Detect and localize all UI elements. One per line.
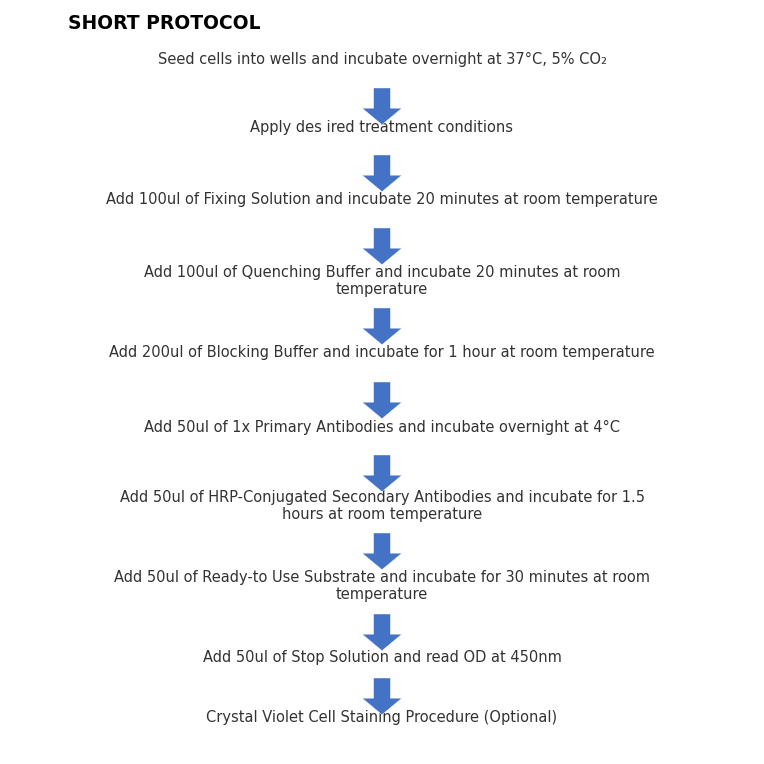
Text: Add 50ul of Ready-to Use Substrate and incubate for 30 minutes at room
temperatu: Add 50ul of Ready-to Use Substrate and i… bbox=[114, 570, 650, 602]
Text: Add 50ul of Stop Solution and read OD at 450nm: Add 50ul of Stop Solution and read OD at… bbox=[202, 650, 562, 665]
Polygon shape bbox=[362, 308, 402, 345]
Text: Add 200ul of Blocking Buffer and incubate for 1 hour at room temperature: Add 200ul of Blocking Buffer and incubat… bbox=[109, 345, 655, 360]
Polygon shape bbox=[362, 678, 402, 714]
Polygon shape bbox=[362, 614, 402, 651]
Text: Add 100ul of Fixing Solution and incubate 20 minutes at room temperature: Add 100ul of Fixing Solution and incubat… bbox=[106, 192, 658, 207]
Polygon shape bbox=[362, 382, 402, 419]
Polygon shape bbox=[362, 88, 402, 125]
Text: SHORT PROTOCOL: SHORT PROTOCOL bbox=[68, 14, 261, 33]
Polygon shape bbox=[362, 228, 402, 264]
Polygon shape bbox=[362, 155, 402, 192]
Text: Add 50ul of 1x Primary Antibodies and incubate overnight at 4°C: Add 50ul of 1x Primary Antibodies and in… bbox=[144, 420, 620, 435]
Text: Add 50ul of HRP-Conjugated Secondary Antibodies and incubate for 1.5
hours at ro: Add 50ul of HRP-Conjugated Secondary Ant… bbox=[119, 490, 645, 523]
Text: Add 100ul of Quenching Buffer and incubate 20 minutes at room
temperature: Add 100ul of Quenching Buffer and incuba… bbox=[144, 265, 620, 297]
Polygon shape bbox=[362, 455, 402, 492]
Text: Seed cells into wells and incubate overnight at 37°C, 5% CO₂: Seed cells into wells and incubate overn… bbox=[157, 52, 607, 67]
Text: Apply des ired treatment conditions: Apply des ired treatment conditions bbox=[251, 120, 513, 135]
Text: Crystal Violet Cell Staining Procedure (Optional): Crystal Violet Cell Staining Procedure (… bbox=[206, 710, 558, 725]
Polygon shape bbox=[362, 533, 402, 570]
